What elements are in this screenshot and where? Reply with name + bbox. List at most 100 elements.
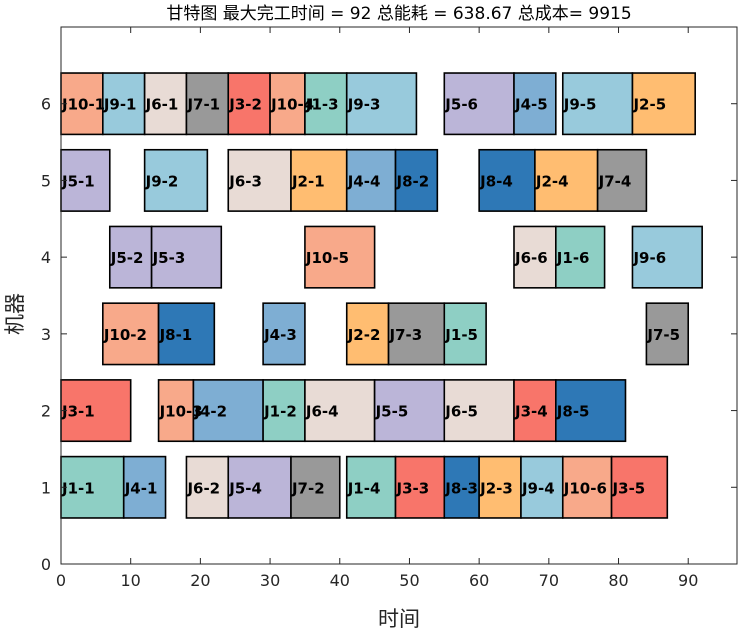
- gantt-bar-j6-1: [143, 72, 188, 136]
- gantt-bar-j9-2: [143, 148, 209, 212]
- bar-label: J8-3: [444, 479, 478, 497]
- gantt-bar-j3-3: [394, 455, 446, 519]
- bar-label: J8-4: [479, 172, 513, 190]
- bar-label: J10-1: [61, 96, 105, 114]
- bar-label: J9-5: [563, 96, 597, 114]
- gantt-bar-j4-1: [122, 455, 167, 519]
- gantt-bar-j6-2: [185, 455, 230, 519]
- bar-label: J4-1: [124, 479, 158, 497]
- y-tick-label: 2: [41, 402, 51, 421]
- gantt-bar-j4-5: [513, 72, 557, 136]
- gantt-bar-j5-4: [227, 455, 292, 519]
- bar-label: J8-5: [556, 403, 590, 421]
- y-tick-label: 0: [41, 555, 51, 574]
- gantt-bar-j6-5: [443, 379, 515, 443]
- bar-label: J2-2: [347, 326, 381, 344]
- bar-label: J10-3: [159, 403, 203, 421]
- gantt-bar-j5-2: [108, 225, 153, 289]
- gantt-bar-j2-5: [631, 72, 696, 136]
- bar-label: J2-1: [291, 172, 325, 190]
- bar-label: J3-1: [61, 403, 95, 421]
- gantt-bar-j10-1: [60, 72, 104, 136]
- bar-label: J7-3: [389, 326, 423, 344]
- y-tick-label: 1: [41, 478, 51, 497]
- gantt-bar-j6-4: [304, 379, 376, 443]
- axes-box: [60, 26, 738, 565]
- gantt-bar-j1-4: [345, 455, 397, 519]
- bar-label: J4-5: [514, 96, 548, 114]
- gantt-bar-j1-6: [555, 225, 606, 289]
- bar-label: J2-3: [479, 479, 513, 497]
- x-tick-label: 70: [539, 571, 559, 590]
- gantt-bar-j9-4: [520, 455, 564, 519]
- bar-label: J10-4: [270, 96, 314, 114]
- bar-label: J10-6: [563, 479, 607, 497]
- bar-label: J9-2: [145, 172, 179, 190]
- bar-label: J2-4: [535, 172, 569, 190]
- bar-label: J1-2: [263, 403, 297, 421]
- bar-label: J10-2: [103, 326, 147, 344]
- bar-label: J6-3: [228, 172, 262, 190]
- bar-label: J1-6: [556, 249, 590, 267]
- gantt-bar-j2-1: [290, 148, 348, 212]
- y-tick-label: 6: [41, 95, 51, 114]
- bar-label: J5-3: [152, 249, 186, 267]
- bar-label: J5-5: [375, 403, 409, 421]
- x-tick-label: 0: [56, 571, 66, 590]
- bar-label: J7-2: [291, 479, 325, 497]
- x-tick-label: 10: [121, 571, 141, 590]
- bar-label: J4-3: [263, 326, 297, 344]
- bar-label: J6-4: [305, 403, 339, 421]
- gantt-bar-j1-5: [443, 302, 487, 366]
- y-axis-label: 机器: [3, 293, 27, 335]
- bar-label: J6-2: [186, 479, 220, 497]
- x-tick-label: 90: [678, 571, 698, 590]
- bar-label: J9-3: [347, 96, 381, 114]
- gantt-bar-j3-2: [227, 72, 271, 136]
- bar-label: J1-3: [305, 96, 339, 114]
- y-tick-label: 5: [41, 171, 51, 190]
- gantt-bar-j4-2: [192, 379, 264, 443]
- x-tick-label: 20: [190, 571, 210, 590]
- gantt-bar-j5-6: [443, 72, 515, 136]
- gantt-bar-j8-4: [478, 148, 536, 212]
- bars-layer: [60, 72, 703, 519]
- gantt-bar-j8-1: [157, 302, 216, 366]
- bar-label: J8-1: [159, 326, 193, 344]
- gantt-bar-j8-2: [394, 148, 439, 212]
- gantt-bar-j9-1: [102, 72, 146, 136]
- bar-label: J9-6: [632, 249, 666, 267]
- bar-label: J4-4: [347, 172, 381, 190]
- bar-label: J1-5: [444, 326, 478, 344]
- gantt-bar-j8-3: [443, 455, 480, 519]
- bar-labels-layer: J10-1J9-1 J6-1 J7-1 J3-2 J10-4J1-3 J9-3 J5-6 J4…: [61, 96, 680, 498]
- gantt-bar-j3-1: [60, 379, 132, 443]
- gantt-bar-j1-1: [60, 455, 125, 519]
- gantt-bar-j5-3: [150, 225, 223, 289]
- gantt-bar-j6-3: [227, 148, 292, 212]
- gantt-bar-j2-2: [345, 302, 390, 366]
- bar-label: J5-6: [444, 96, 478, 114]
- x-tick-label: 30: [260, 571, 280, 590]
- bar-label: J10-5: [305, 249, 349, 267]
- bar-label: J7-1: [186, 96, 220, 114]
- gantt-bar-j3-5: [610, 455, 669, 519]
- gantt-bar-j8-5: [555, 379, 627, 443]
- gantt-bar-j7-5: [645, 302, 690, 366]
- bar-label: J5-4: [228, 479, 262, 497]
- gantt-bar-j9-3: [345, 72, 418, 136]
- bar-label: J6-5: [444, 403, 478, 421]
- bar-label: J9-4: [521, 479, 555, 497]
- bar-label: J2-5: [632, 96, 666, 114]
- x-axis-label: 时间: [378, 607, 420, 631]
- y-tick-label: 4: [41, 248, 51, 267]
- bar-label: J4-2: [193, 403, 227, 421]
- gantt-bar-j7-2: [290, 455, 341, 519]
- bar-label: J5-2: [110, 249, 144, 267]
- gantt-bar-j4-3: [262, 302, 306, 366]
- gantt-bar-j2-3: [478, 455, 522, 519]
- gantt-bar-j10-4: [269, 72, 306, 136]
- bar-label: J1-4: [347, 479, 381, 497]
- bar-label: J3-3: [396, 479, 430, 497]
